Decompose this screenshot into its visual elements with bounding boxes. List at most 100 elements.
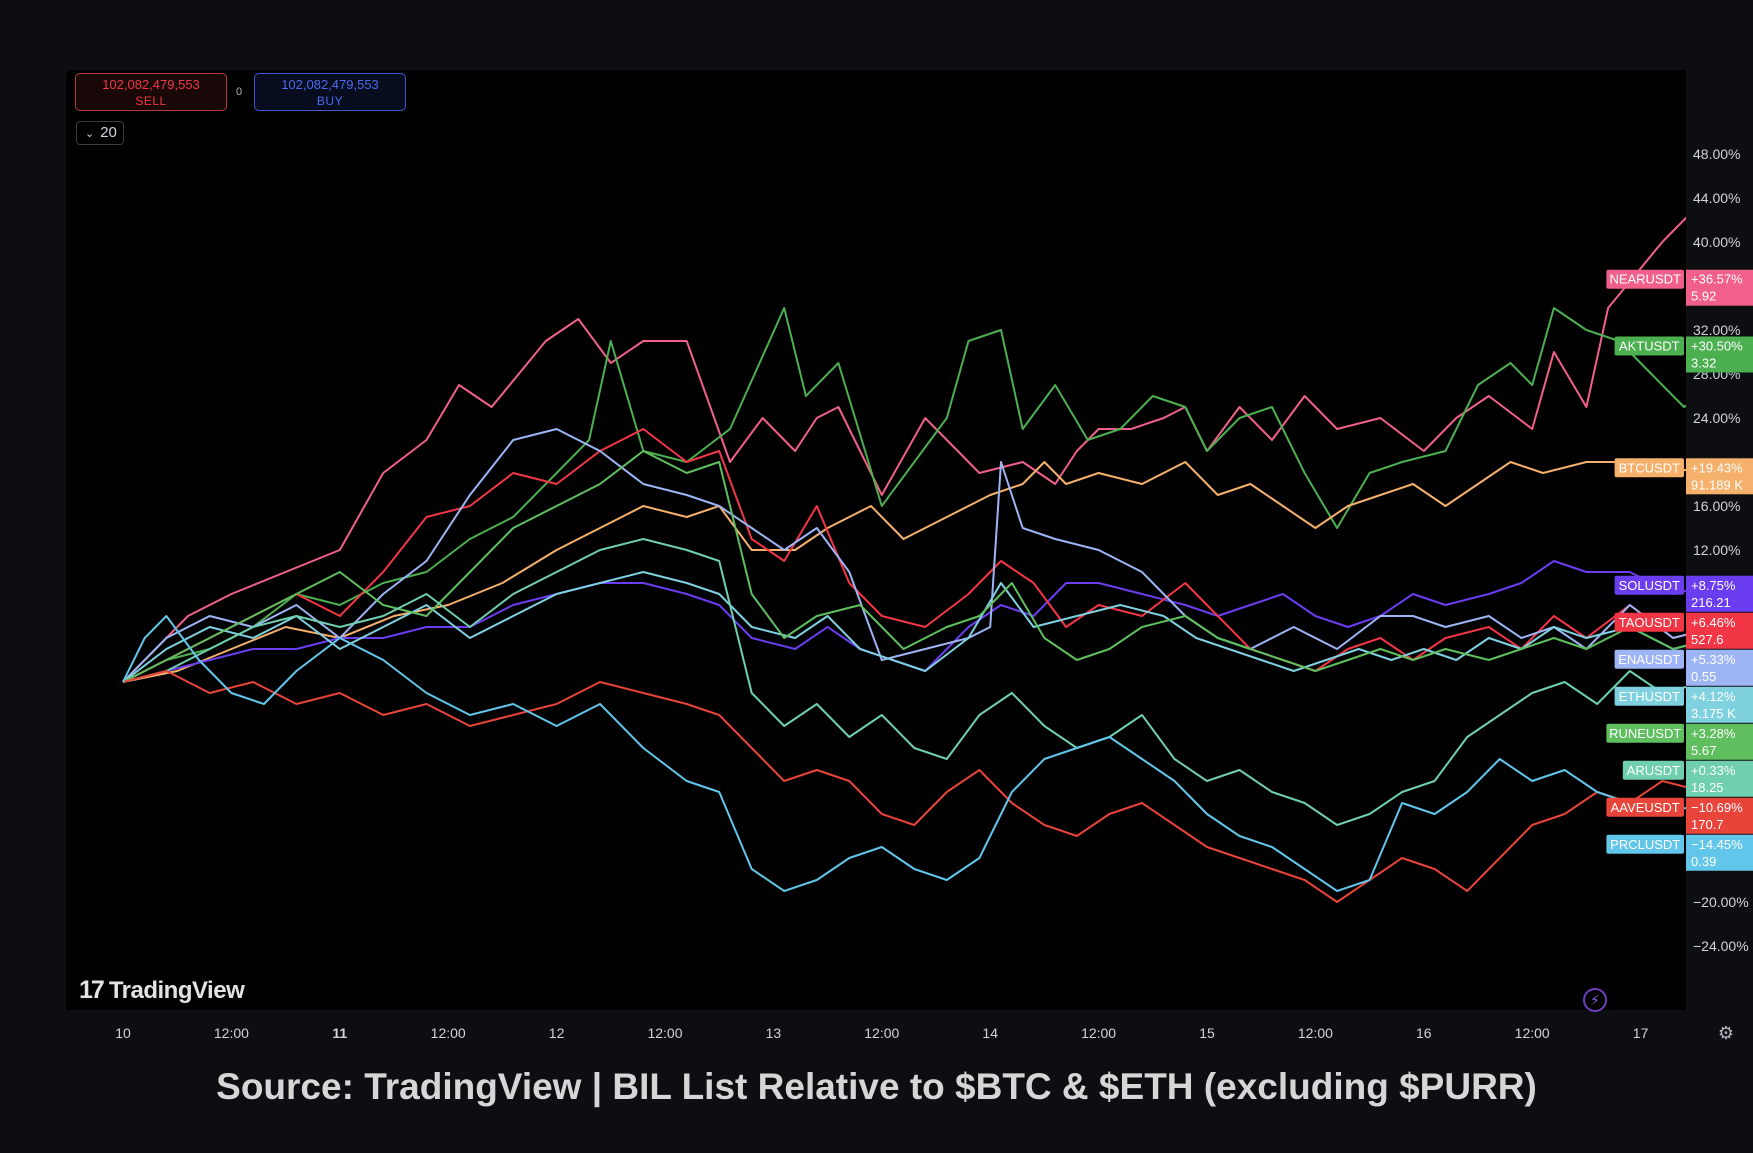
series-name-label: PRCLUSDT (1610, 837, 1680, 852)
sell-button[interactable]: 102,082,479,553 SELL (75, 73, 227, 111)
gear-icon[interactable]: ⚙ (1717, 1023, 1735, 1043)
series-tag-aaveusdt (1606, 797, 1684, 817)
series-name-label: AKTUSDT (1619, 339, 1680, 354)
series-tag-aktusdt (1614, 336, 1684, 356)
series-tag-runeusdt (1606, 723, 1684, 743)
series-change-label: +30.50% (1691, 339, 1743, 354)
series-tag-taousdt (1614, 612, 1684, 632)
series-labels: NEARUSDT +36.57% 5.92 AKTUSDT +30.50% 3.32 BTC… (1606, 269, 1753, 871)
x-tick-label: 12:00 (214, 1025, 249, 1041)
price-scale-bg (1686, 70, 1753, 1044)
tradingview-mark-icon: 17 (79, 976, 105, 1004)
series-price-label: 3.32 (1691, 356, 1716, 371)
chart-panel[interactable]: 48.00% 44.00% 40.00% 32.00% 28.00% 24.00% 16.0… (66, 70, 1753, 1044)
spread-value: 0 (236, 86, 243, 98)
series-change-label: +0.33% (1691, 763, 1736, 778)
series-tag-enausdt (1614, 649, 1684, 669)
y-tick-label: 48.00% (1693, 146, 1740, 162)
series-price-label: 170.7 (1691, 817, 1724, 832)
series-price-label: 0.55 (1691, 669, 1716, 684)
series-line-btcusdt[interactable] (122, 461, 1753, 683)
series-value-tag (1686, 834, 1753, 871)
x-tick-label: 17 (1633, 1025, 1649, 1041)
series-line-prclusdt[interactable] (122, 615, 1753, 892)
sell-price: 102,082,479,553 (102, 77, 200, 92)
series-change-label: −14.45% (1691, 837, 1743, 852)
series-name-label: TAOUSDT (1619, 615, 1680, 630)
buy-price: 102,082,479,553 (281, 77, 379, 92)
series-value-tag (1686, 612, 1753, 649)
series-name-label: AAVEUSDT (1611, 800, 1680, 815)
y-tick-label: 24.00% (1693, 410, 1740, 426)
x-tick-label: 11 (332, 1025, 347, 1041)
series-change-label: +8.75% (1691, 578, 1736, 593)
series-change-label: +4.12% (1691, 689, 1736, 704)
series-line-enausdt[interactable] (122, 428, 1753, 683)
series-lines (122, 197, 1753, 903)
x-tick-label: 15 (1199, 1025, 1215, 1041)
series-price-label: 5.67 (1691, 743, 1716, 758)
buy-label: BUY (316, 94, 344, 108)
series-price-label: 91.189 K (1691, 477, 1743, 492)
series-change-label: +5.33% (1691, 652, 1736, 667)
series-value-tag (1686, 458, 1753, 495)
x-tick-label: 14 (982, 1025, 998, 1041)
y-tick-label: 16.00% (1693, 498, 1740, 514)
series-name-label: ETHUSDT (1619, 689, 1680, 704)
series-tag-ethusdt (1614, 686, 1684, 706)
series-tag-solusdt (1614, 575, 1684, 595)
x-tick-label: 12:00 (864, 1025, 899, 1041)
sell-label: SELL (135, 94, 167, 108)
x-tick-label: 10 (115, 1025, 131, 1041)
series-value-tag (1686, 723, 1753, 760)
y-tick-label: −24.00% (1693, 938, 1749, 954)
quantity-dropdown[interactable]: ⌄ 20 (76, 121, 124, 145)
series-value-tag (1686, 575, 1753, 612)
series-line-nearusdt[interactable] (122, 197, 1753, 683)
series-tag-arusdt (1622, 760, 1684, 780)
buy-button[interactable]: 102,082,479,553 BUY (254, 73, 406, 111)
series-change-label: −10.69% (1691, 800, 1743, 815)
bolt-icon[interactable]: ⚡︎ (1583, 988, 1607, 1012)
series-name-label: SOLUSDT (1619, 578, 1680, 593)
x-tick-label: 12:00 (647, 1025, 682, 1041)
y-tick-label: −20.00% (1693, 894, 1749, 910)
series-line-aktusdt[interactable] (122, 307, 1753, 683)
series-value-tag (1686, 336, 1753, 373)
x-tick-label: 12:00 (1081, 1025, 1116, 1041)
series-value-tag (1686, 686, 1753, 723)
series-value-tag (1686, 269, 1753, 306)
series-change-label: +3.28% (1691, 726, 1736, 741)
series-name-label: ENAUSDT (1618, 652, 1680, 667)
series-tag-btcusdt (1614, 458, 1684, 478)
chevron-down-icon: ⌄ (85, 128, 95, 140)
x-tick-label: 12 (549, 1025, 565, 1041)
series-line-aaveusdt[interactable] (122, 670, 1753, 903)
series-value-tag (1686, 797, 1753, 834)
series-price-label: 18.25 (1691, 780, 1724, 795)
series-line-arusdt[interactable] (122, 538, 1753, 826)
series-value-tag (1686, 760, 1753, 797)
price-scale: 48.00%44.00%40.00%32.00%28.00%24.00%16.0… (1686, 70, 1753, 1044)
series-tag-prclusdt (1606, 834, 1684, 854)
time-scale: 10 12:00 11 12:00 12 12:00 13 12:00 14 12:00 15 12:… (66, 1010, 1753, 1044)
series-price-label: 216.21 (1691, 595, 1731, 610)
comparison-chart[interactable]: 48.00%44.00%40.00%32.00%28.00%24.00%16.0… (66, 70, 1753, 1044)
x-tick-label: 16 (1416, 1025, 1432, 1041)
series-line-solusdt[interactable] (122, 560, 1753, 683)
series-price-label: 5.92 (1691, 289, 1716, 304)
y-tick-label: 32.00% (1693, 322, 1740, 338)
series-line-runeusdt[interactable] (122, 450, 1753, 683)
series-name-label: BTCUSDT (1619, 460, 1680, 475)
logo-text: TradingView (108, 977, 245, 1004)
x-tick-label: 12:00 (1515, 1025, 1550, 1041)
series-change-label: +6.46% (1691, 615, 1736, 630)
y-tick-label: 44.00% (1693, 190, 1740, 206)
series-price-label: 527.6 (1691, 632, 1724, 647)
time-scale-bg (66, 1010, 1753, 1044)
series-line-ethusdt[interactable] (122, 571, 1753, 683)
series-value-tag (1686, 649, 1753, 686)
series-tag-nearusdt (1606, 269, 1684, 289)
tradingview-logo: 17 TradingView (79, 976, 245, 1005)
x-tick-label: 12:00 (1298, 1025, 1333, 1041)
